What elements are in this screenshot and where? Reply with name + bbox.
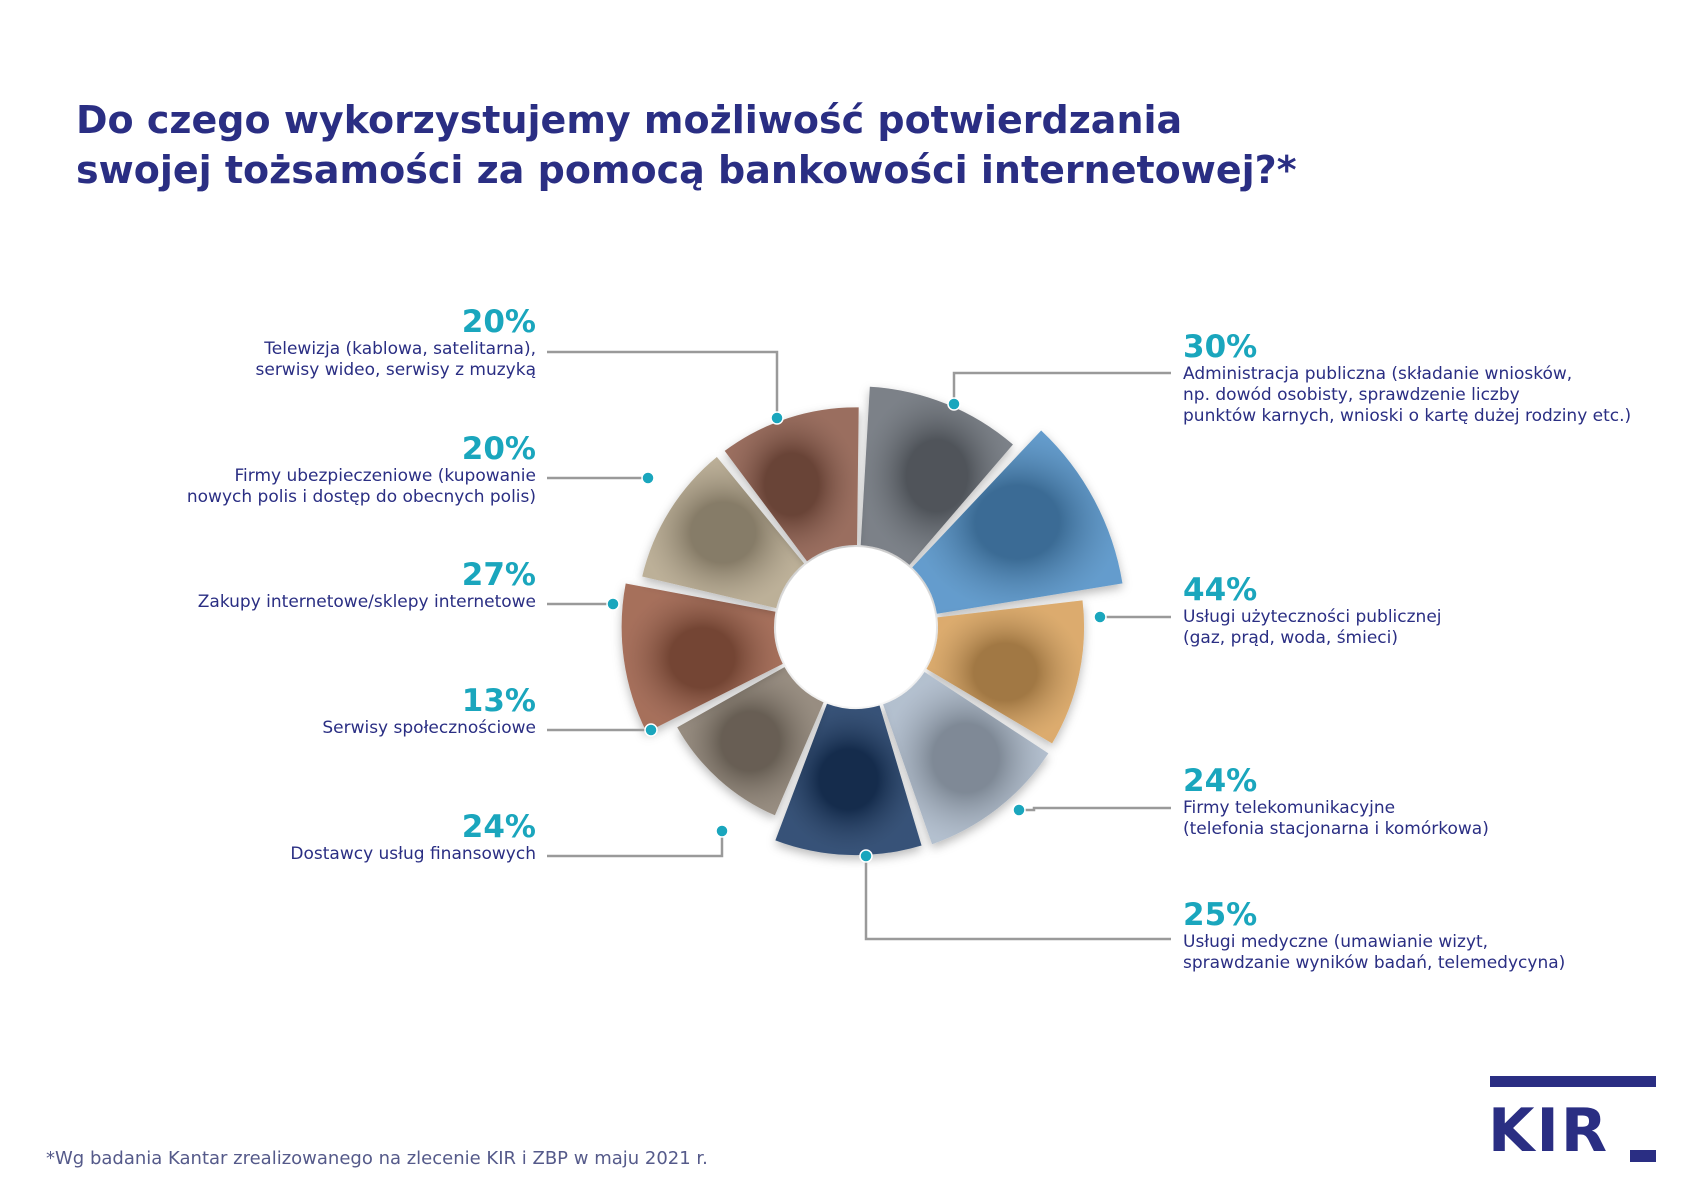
leader-line <box>864 856 1171 941</box>
category-text: Firmy telekomunikacyjne (telefonia stacj… <box>1183 798 1696 840</box>
kir-logo: KIR <box>1488 1076 1658 1166</box>
leader-line <box>952 371 1171 404</box>
category-line: Zakupy internetowe/sklepy internetowe <box>197 592 536 612</box>
footnote: *Wg badania Kantar zrealizowanego na zle… <box>46 1148 708 1169</box>
slice-group <box>724 407 859 562</box>
chart-title-line-1: Do czego wykorzystujemy możliwość potwie… <box>76 98 1183 142</box>
category-line: serwisy wideo, serwisy z muzyką <box>255 360 537 380</box>
slice-shading <box>677 667 824 816</box>
slice-shading <box>860 386 1013 565</box>
leader-dot <box>606 597 620 611</box>
slice-group <box>860 386 1013 565</box>
category-text: Firmy ubezpieczeniowe (kupowanie nowych … <box>66 466 536 508</box>
logo-dash <box>1630 1150 1656 1162</box>
slice-group <box>912 430 1123 614</box>
category-text: Usługi użyteczności publicznej (gaz, prą… <box>1183 607 1696 649</box>
slice-group <box>883 672 1049 845</box>
percent-value: 44% <box>1183 572 1258 608</box>
slice-shading <box>926 600 1085 744</box>
slice-shading <box>883 672 1049 845</box>
slice-group <box>677 667 824 816</box>
slice-group <box>621 583 783 733</box>
category-text: Usługi medyczne (umawianie wizyt, sprawd… <box>1183 932 1696 974</box>
slice-shading <box>775 703 922 856</box>
percent-value: 24% <box>1183 763 1258 799</box>
category-line: Dostawcy usług finansowych <box>290 844 536 864</box>
leader-dot <box>1012 803 1026 817</box>
category-text: Zakupy internetowe/sklepy internetowe <box>66 592 536 613</box>
category-text: Dostawcy usług finansowych <box>66 844 536 865</box>
percent-value: 30% <box>1183 329 1258 365</box>
category-line: Serwisy społecznościowe <box>322 718 536 738</box>
percent-value: 13% <box>461 683 536 719</box>
leader-dot <box>1093 610 1107 624</box>
label-firmy-telekomunikacyjne: 24% Firmy telekomunikacyjne (telefonia s… <box>1183 764 1696 840</box>
label-telewizja: 20% Telewizja (kablowa, satelitarna), se… <box>66 304 537 381</box>
category-text: Serwisy społecznościowe <box>66 718 536 739</box>
chart-title: Do czego wykorzystujemy możliwość potwie… <box>76 95 1297 195</box>
chart-title-line-2: swojej tożsamości za pomocą bankowości i… <box>76 148 1297 192</box>
leader-dot <box>715 824 729 838</box>
category-line: np. dowód osobisty, sprawdzenie liczby <box>1183 385 1520 405</box>
label-uslugi-uzytecznosci-publicznej: 44% Usługi użyteczności publicznej (gaz,… <box>1183 573 1696 649</box>
category-line: Usługi medyczne (umawianie wizyt, <box>1183 932 1489 952</box>
leader-line <box>547 831 724 858</box>
leader-dot <box>859 849 873 863</box>
category-line: nowych polis i dostęp do obecnych polis) <box>186 487 536 507</box>
slice-shading <box>724 407 859 562</box>
label-uslugi-medyczne: 25% Usługi medyczne (umawianie wizyt, sp… <box>1183 898 1696 974</box>
leader-dot <box>644 723 658 737</box>
slice-group <box>775 703 922 856</box>
slice-shading <box>621 583 783 733</box>
category-line: Firmy telekomunikacyjne <box>1183 798 1396 818</box>
category-line: (telefonia stacjonarna i komórkowa) <box>1183 819 1489 839</box>
slice-shading <box>642 457 805 609</box>
slice-group <box>642 457 805 609</box>
category-line: punktów karnych, wnioski o kartę dużej r… <box>1183 406 1632 426</box>
label-firmy-ubezpieczeniowe: 20% Firmy ubezpieczeniowe (kupowanie now… <box>66 432 536 508</box>
percent-value: 24% <box>461 809 536 845</box>
category-line: Usługi użyteczności publicznej <box>1183 607 1442 627</box>
label-serwisy-spolecznosciowe: 13% Serwisy społecznościowe <box>66 684 536 739</box>
category-line: (gaz, prąd, woda, śmieci) <box>1183 628 1398 648</box>
percent-value: 27% <box>461 557 536 593</box>
category-line: Telewizja (kablowa, satelitarna), <box>264 339 536 359</box>
donut-hole <box>776 547 936 707</box>
leader-line <box>1019 806 1171 812</box>
logo-bar <box>1490 1076 1656 1087</box>
logo-text: KIR <box>1488 1096 1610 1166</box>
category-text: Administracja publiczna (składanie wnios… <box>1183 364 1696 427</box>
category-line: sprawdzanie wyników badań, telemedycyna) <box>1183 953 1566 973</box>
slice-shading <box>912 430 1123 614</box>
label-zakupy-internetowe: 27% Zakupy internetowe/sklepy internetow… <box>66 558 536 613</box>
leader-line <box>547 350 779 418</box>
percent-value: 20% <box>461 431 536 467</box>
category-line: Firmy ubezpieczeniowe (kupowanie <box>234 466 537 486</box>
leader-dot <box>947 397 961 411</box>
category-text: Telewizja (kablowa, satelitarna), serwis… <box>66 339 537 381</box>
label-administracja-publiczna: 30% Administracja publiczna (składanie w… <box>1183 330 1696 427</box>
label-dostawcy-uslug-finansowych: 24% Dostawcy usług finansowych <box>66 810 536 865</box>
leader-dot <box>641 471 655 485</box>
percent-value: 20% <box>461 304 536 340</box>
leader-dot <box>770 411 784 425</box>
percent-value: 25% <box>1183 897 1258 933</box>
slice-group <box>926 600 1085 744</box>
category-line: Administracja publiczna (składanie wnios… <box>1183 364 1573 384</box>
